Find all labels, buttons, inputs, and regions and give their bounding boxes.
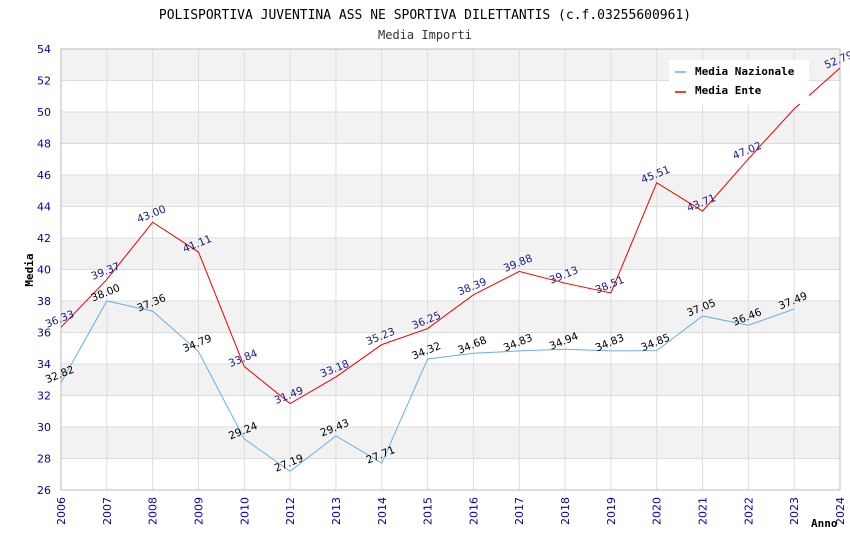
data-label-nazionale: 34.32 (410, 340, 442, 362)
y-tick-label: 36 (37, 327, 51, 340)
background-band (61, 301, 840, 333)
y-axis-label: Media (23, 253, 36, 286)
x-tick-label: 2007 (101, 497, 114, 525)
x-tick-label: 2023 (788, 497, 801, 525)
x-tick-label: 2013 (330, 497, 343, 525)
y-axis-ticks: 26 28 30 32 34 36 38 40 42 44 46 48 50 52 54 (37, 43, 51, 497)
x-axis-ticks: 2006 2007 2008 2009 2010 2012 2013 2014 2015 2016… (55, 497, 847, 525)
x-tick-label: 2019 (605, 497, 618, 525)
y-tick-label: 26 (37, 484, 51, 497)
data-label-ente: 38.39 (456, 276, 488, 298)
x-tick-label: 2022 (742, 497, 755, 525)
y-tick-label: 50 (37, 106, 51, 119)
x-tick-label: 2017 (513, 497, 526, 525)
chart-title: POLISPORTIVA JUVENTINA ASS NE SPORTIVA D… (159, 8, 691, 23)
series-lines (60, 67, 841, 472)
plot-frame (60, 48, 841, 491)
x-tick-label: 2020 (651, 497, 664, 525)
legend-entry-ente: Media Ente (695, 84, 762, 97)
series-line-media-nazionale (60, 300, 795, 472)
x-tick-label: 2009 (192, 497, 205, 525)
y-tick-label: 42 (37, 232, 51, 245)
background-band (61, 427, 840, 459)
x-tick-label: 2014 (376, 497, 389, 525)
y-tick-label: 40 (37, 264, 51, 277)
y-tick-label: 32 (37, 390, 51, 403)
x-tick-label: 2008 (147, 497, 160, 525)
x-tick-label: 2021 (697, 497, 710, 525)
background-band (61, 364, 840, 396)
legend-box (669, 60, 809, 104)
data-label-nazionale: 34.79 (181, 333, 213, 355)
y-tick-label: 46 (37, 169, 51, 182)
x-tick-label: 2012 (284, 497, 297, 525)
y-tick-label: 44 (37, 201, 51, 214)
plot-background-bands (61, 49, 840, 459)
y-tick-label: 52 (37, 75, 51, 88)
x-tick-label: 2024 (834, 497, 847, 525)
background-band (61, 238, 840, 270)
x-tick-label: 2016 (467, 497, 480, 525)
background-band (61, 175, 840, 207)
chart-subtitle: Media Importi (378, 28, 472, 42)
y-tick-label: 54 (37, 43, 51, 56)
x-axis-label: Anno (811, 517, 838, 530)
x-tick-label: 2006 (55, 497, 68, 525)
legend-entry-nazionale: Media Nazionale (695, 65, 795, 78)
x-tick-label: 2018 (559, 497, 572, 525)
background-band (61, 112, 840, 144)
y-tick-label: 28 (37, 453, 51, 466)
series-line-media-ente (60, 67, 841, 405)
x-tick-label: 2015 (422, 497, 435, 525)
legend: Media Nazionale Media Ente (669, 60, 809, 104)
x-tick-label: 2010 (238, 497, 251, 525)
y-tick-label: 34 (37, 358, 51, 371)
y-tick-label: 48 (37, 138, 51, 151)
y-tick-label: 38 (37, 295, 51, 308)
y-tick-label: 30 (37, 421, 51, 434)
